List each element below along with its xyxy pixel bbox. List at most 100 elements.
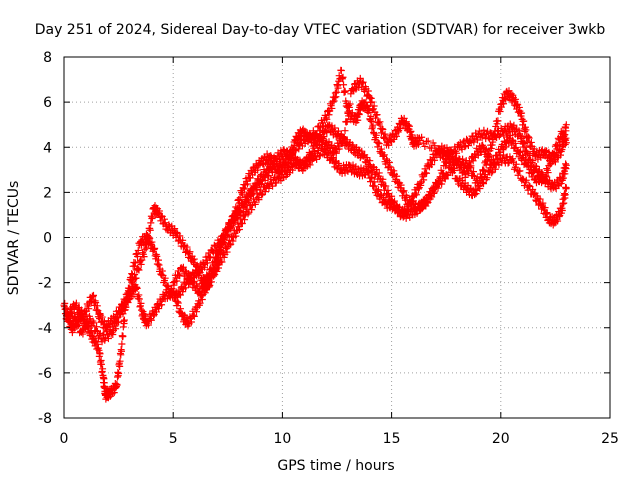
data-marker [251,200,259,208]
data-marker [474,136,482,144]
data-point [374,118,382,126]
data-marker [422,202,430,210]
y-tick-label: -8 [38,411,52,427]
data-marker [122,303,130,311]
data-marker [132,274,140,282]
data-point [562,121,570,129]
data-marker [402,118,410,126]
data-point [479,166,487,174]
data-marker [160,215,168,223]
data-marker [484,133,492,141]
data-point [359,152,367,160]
data-marker [482,147,490,155]
data-marker [561,191,569,199]
data-marker [254,166,262,174]
data-marker [193,261,201,269]
data-marker [388,192,396,200]
data-marker [223,248,231,256]
data-marker [179,263,187,271]
data-marker [511,139,519,147]
data-marker [527,163,535,171]
data-marker [171,292,179,300]
x-tick-label: 15 [383,431,401,447]
data-marker [319,122,327,130]
series-trace-4 [169,74,570,298]
data-point [423,197,431,205]
data-marker [243,180,251,188]
x-axis-label: GPS time / hours [277,458,394,474]
data-marker [85,305,93,313]
data-marker [192,281,200,289]
data-point [230,211,238,219]
data-marker [93,323,101,331]
data-marker [512,143,520,151]
data-marker [470,168,477,176]
data-marker [155,207,163,215]
data-marker [235,199,243,207]
data-marker [367,117,375,125]
data-marker [459,155,467,163]
data-marker [385,159,393,167]
data-marker [147,219,155,227]
data-marker [190,255,198,263]
data-marker [233,205,241,213]
data-marker [338,140,346,148]
data-marker [173,277,181,285]
data-marker [547,160,555,168]
data-marker [379,125,387,133]
data-marker [399,188,407,196]
data-marker [201,289,209,297]
x-tick-label: 20 [492,431,510,447]
data-marker [170,281,178,289]
data-marker [238,219,246,227]
data-marker [421,142,429,150]
data-marker [335,145,343,153]
data-marker [196,299,204,307]
data-marker [494,117,502,125]
data-marker [415,185,423,193]
data-marker [366,157,374,165]
data-layer [60,66,570,403]
data-marker [405,122,413,130]
data-marker [529,186,537,194]
data-marker [375,140,383,148]
data-marker [524,137,532,145]
data-marker [235,195,243,203]
data-marker [248,206,256,214]
data-marker [75,321,83,329]
data-marker [502,143,510,151]
data-marker [82,325,90,333]
data-marker [145,233,153,241]
data-marker [339,133,347,141]
x-tick-label: 25 [601,431,619,447]
data-marker [192,263,200,271]
data-marker [524,133,532,141]
data-marker [365,107,373,115]
data-marker [201,263,209,271]
data-marker [72,299,80,307]
data-marker [551,158,559,166]
data-marker [288,143,296,151]
data-marker [462,157,470,165]
data-marker [377,129,385,137]
data-marker [146,226,154,234]
data-marker [198,296,206,304]
data-marker [478,174,486,182]
data-marker [346,100,354,108]
data-marker [380,151,388,159]
data-marker [379,175,387,183]
data-marker [358,79,366,87]
data-marker [397,181,405,189]
data-marker [79,330,87,338]
data-marker [218,258,226,266]
data-marker [195,267,203,275]
data-marker [365,167,373,175]
data-marker [426,195,434,203]
data-marker [306,161,314,169]
data-marker [100,318,108,326]
data-marker [441,175,449,183]
data-marker [265,184,273,192]
data-marker [382,134,390,142]
data-marker [206,265,214,273]
data-marker [446,146,454,154]
